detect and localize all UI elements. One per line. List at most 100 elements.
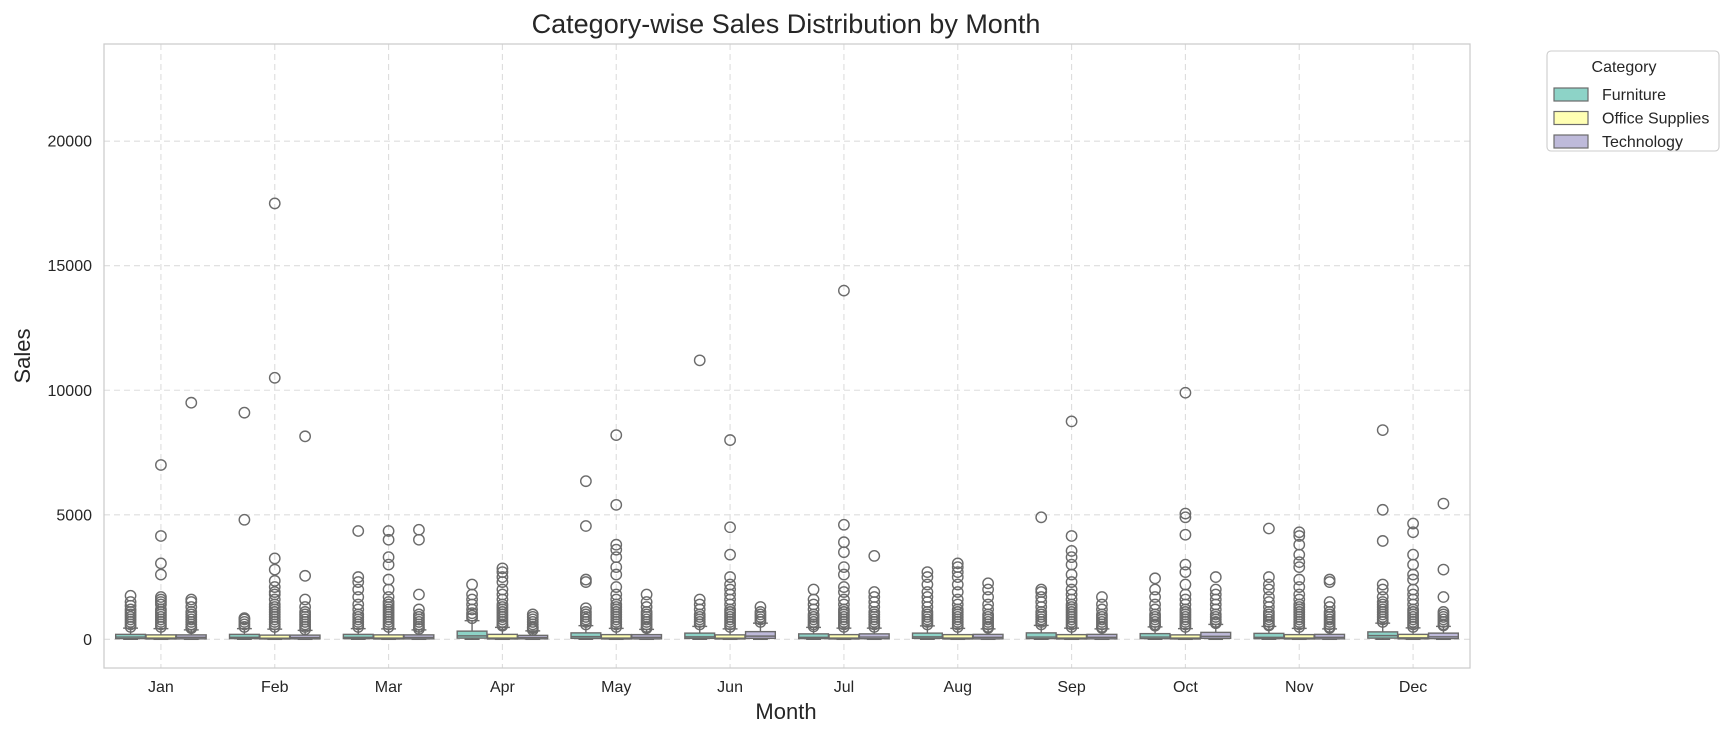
box-nov-office-supplies [1283,526,1315,641]
outlier-point [268,197,281,210]
box-iqr [1086,633,1118,640]
outlier-point [982,583,995,596]
outlier-point [1437,606,1450,618]
x-tick-label: Aug [944,679,972,696]
outlier-point [1293,526,1306,539]
legend-swatch [1553,87,1589,102]
x-tick-label: Oct [1173,679,1198,696]
outlier-point [1209,571,1222,583]
outlier-point [1437,497,1450,510]
outlier-point [1179,566,1192,578]
outlier-point [951,586,964,598]
box-iqr [858,633,890,640]
box-jan-technology [175,396,207,641]
box-iqr [1200,631,1232,640]
outlier-point [1262,596,1275,608]
outlier-point [1179,593,1192,606]
outlier-point [610,551,623,564]
outlier-point [299,593,312,606]
outlier-point [1096,603,1108,616]
outlier-point [268,563,281,576]
outlier-point [466,607,478,620]
outlier-point [1293,581,1306,593]
outlier-point [1323,596,1336,608]
outlier-point [496,588,509,601]
outlier-point [155,591,167,603]
x-tick-label: Nov [1285,679,1313,696]
box-mar-office-supplies [373,525,405,641]
outlier-point [124,589,137,602]
outlier-point [1293,556,1306,569]
legend-label: Technology [1602,134,1683,151]
outlier-point [838,586,850,598]
outlier-point [1407,517,1419,530]
outlier-point [1065,583,1078,596]
boxes-layer [114,197,1460,641]
outlier-point [1179,386,1192,399]
outlier-point [466,578,478,591]
legend-title: Category [1592,59,1657,76]
outlier-point [268,593,281,606]
outlier-point [1262,591,1275,603]
outlier-point [155,459,167,471]
outlier-point [693,593,706,606]
outlier-point [1065,530,1078,542]
outlier-point [1209,588,1222,601]
outlier-point [640,601,653,613]
box-iqr [744,630,777,640]
outlier-point [1209,583,1222,596]
tick-labels: 0 5000 10000 15000 20000 Jan Feb Mar Apr May Jun Ju… [48,134,1428,696]
outlier-point [352,583,365,596]
outlier-point [1376,578,1389,591]
outlier-point [1293,538,1306,551]
legend: Category Furniture Office Supplies Technolo… [1546,50,1720,152]
outlier-point [1323,573,1336,586]
outlier-point [868,550,881,562]
box-iqr [684,632,716,640]
outlier-point [382,551,395,564]
outlier-point [951,598,964,611]
x-tick-label: Jun [717,679,743,696]
outlier-point [1293,573,1306,586]
outlier-point [1096,598,1108,611]
outlier-point [724,434,736,446]
outlier-point [268,552,281,565]
outlier-point [868,591,881,603]
outlier-point [724,521,736,534]
box-apr-office-supplies [486,562,518,641]
outlier-point [238,612,251,625]
box-jul-furniture [797,583,830,641]
outlier-point [921,571,934,583]
outlier-point [921,566,934,578]
y-tick-label: 10000 [48,383,93,400]
box-iqr [972,633,1004,640]
box-feb-furniture [228,406,260,641]
outlier-point [496,571,509,583]
x-tick-label: Mar [375,679,403,696]
outlier-point [1149,572,1161,585]
outlier-point [238,513,251,526]
outlier-point [1065,551,1078,564]
box-jul-technology [858,550,890,641]
y-tick-label: 15000 [48,258,93,275]
outlier-point [352,603,365,616]
outlier-point [1293,588,1306,601]
box-may-technology [631,588,663,641]
outlier-point [352,525,365,537]
outlier-point [640,596,653,608]
box-nov-furniture [1253,522,1285,641]
outlier-point [1065,588,1078,601]
outlier-point [1407,548,1419,561]
x-tick-label: Dec [1399,679,1427,696]
outlier-point [724,583,736,596]
outlier-point [838,581,850,593]
outlier-point [155,568,167,581]
outlier-point [382,591,395,603]
box-mar-furniture [342,525,374,641]
outlier-point [838,598,850,611]
outlier-point [1149,583,1161,596]
outlier-point [382,533,395,546]
box-jun-office-supplies [714,434,746,641]
outlier-point [951,593,964,606]
outlier-point [413,523,425,536]
